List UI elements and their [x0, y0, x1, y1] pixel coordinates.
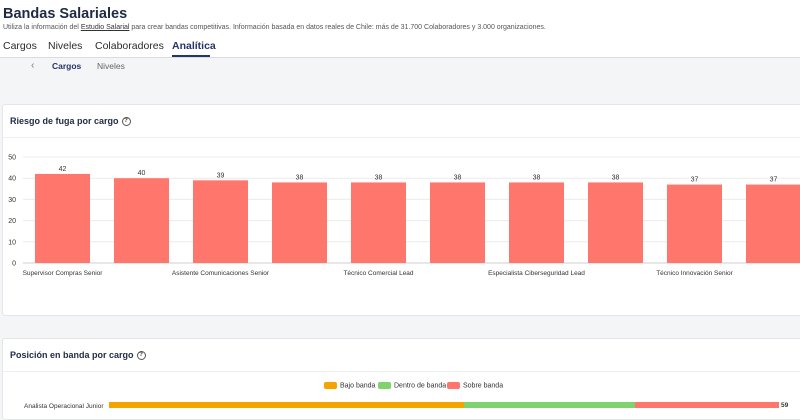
risk-bar [193, 180, 248, 263]
band-segment-0 [109, 402, 465, 408]
risk-bar-value-label: 38 [533, 174, 541, 181]
card-divider [3, 371, 800, 372]
risk-bar [351, 182, 406, 263]
subtab-cargos[interactable]: Cargos [52, 61, 82, 71]
tab-colaboradores[interactable]: Colaboradores [95, 40, 164, 52]
y-tick-label: 30 [8, 197, 16, 204]
app-header [0, 0, 800, 58]
page-subtitle: Utiliza la información del Estudio Salar… [3, 24, 546, 31]
risk-chart-card: Riesgo de fuga por cargo? 0 10 20 30 40 50 42 4… [2, 104, 800, 316]
risk-bar-value-label: 38 [375, 174, 383, 181]
y-tick-label: 50 [8, 155, 16, 162]
y-tick-label: 0 [12, 261, 16, 268]
y-tick-label: 40 [8, 176, 16, 183]
risk-bar-value-label: 38 [454, 174, 462, 181]
risk-bar [509, 182, 564, 263]
x-tick-label: Técnico Comercial Lead [343, 270, 413, 277]
page-title: Bandas Salariales [3, 6, 128, 22]
legend-swatch [378, 382, 391, 389]
header-divider [0, 57, 800, 58]
risk-bar [667, 184, 722, 263]
risk-bar-value-label: 40 [138, 170, 146, 177]
legend-swatch [324, 382, 337, 389]
chevron-left-icon[interactable]: ‹ [31, 60, 35, 71]
risk-bar [114, 178, 169, 263]
risk-chart-title: Riesgo de fuga por cargo? [10, 116, 131, 127]
question-circle-icon[interactable]: ? [136, 351, 146, 361]
risk-bar-value-label: 38 [612, 174, 620, 181]
tab-cargos[interactable]: Cargos [3, 40, 37, 52]
x-tick-label: Supervisor Compras Senior [23, 270, 104, 277]
band-chart-title: Posición en banda por cargo? [10, 350, 146, 361]
risk-bar-value-label: 38 [296, 174, 304, 181]
risk-bar-chart: 0 10 20 30 40 50 42 40 39 38 38 38 38 38 37 37 Superviso… [8, 155, 800, 277]
risk-bar [35, 173, 90, 263]
legend-swatch [447, 382, 460, 389]
legend-item-sobre[interactable]: Sobre banda [447, 382, 503, 389]
estudio-salarial-link[interactable]: Estudio Salarial [80, 24, 130, 31]
risk-bar-value-label: 42 [59, 166, 67, 173]
legend-item-bajo[interactable]: Bajo banda [324, 382, 375, 389]
x-tick-label: Especialista Ciberseguridad Lead [488, 270, 585, 277]
risk-bar-value-label: 39 [217, 172, 225, 179]
risk-bar [430, 182, 485, 263]
x-tick-label: Técnico Innovación Senior [656, 270, 733, 277]
band-segment-2 [634, 402, 779, 408]
band-row-label: Analista Operacional Junior [24, 403, 104, 410]
risk-bar [272, 182, 327, 263]
risk-bar-value-label: 37 [691, 177, 699, 184]
band-segment-1 [464, 402, 635, 408]
band-row-total: 59 [781, 402, 789, 409]
card-divider [3, 137, 800, 138]
y-tick-label: 20 [8, 218, 16, 225]
y-tick-label: 10 [8, 239, 16, 246]
tab-analitica[interactable]: Analítica [172, 40, 216, 52]
subtab-niveles[interactable]: Niveles [97, 61, 125, 71]
active-tab-indicator [172, 55, 210, 57]
tab-niveles[interactable]: Niveles [48, 40, 83, 52]
risk-bar [588, 182, 643, 263]
risk-bar-value-label: 37 [770, 177, 778, 184]
question-circle-icon[interactable]: ? [121, 117, 131, 127]
legend-item-dentro[interactable]: Dentro de banda [378, 382, 446, 389]
risk-bar [746, 184, 800, 263]
x-tick-label: Asistente Comunicaciones Senior [172, 270, 270, 277]
